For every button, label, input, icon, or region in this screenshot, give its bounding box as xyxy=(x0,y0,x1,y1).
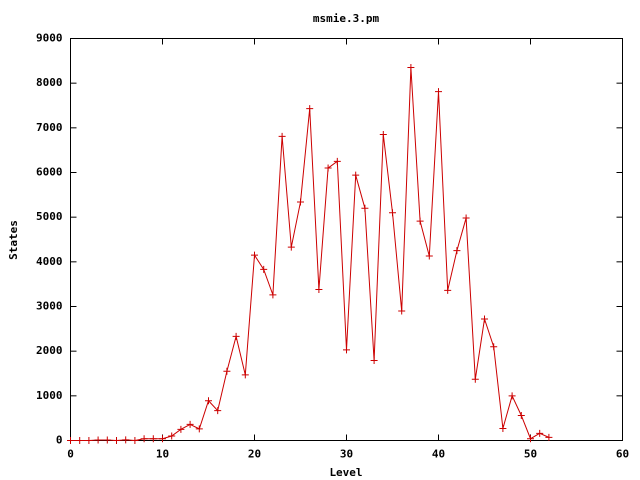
x-tick-label: 60 xyxy=(616,448,629,461)
point-marker xyxy=(471,375,479,383)
point-marker xyxy=(444,286,452,294)
point-marker xyxy=(425,252,433,260)
point-marker xyxy=(287,243,295,251)
point-marker xyxy=(545,433,553,441)
point-marker xyxy=(527,435,534,443)
point-marker xyxy=(370,357,378,365)
x-tick-label: 30 xyxy=(340,448,353,461)
point-marker xyxy=(416,217,424,225)
x-tick-label: 50 xyxy=(524,448,537,461)
x-tick-label: 0 xyxy=(67,448,74,461)
point-marker xyxy=(214,407,222,415)
point-marker xyxy=(67,437,74,444)
point-marker xyxy=(462,214,470,222)
plot-frame xyxy=(70,38,623,441)
point-marker xyxy=(168,432,176,440)
y-tick-label: 6000 xyxy=(36,166,63,179)
point-marker xyxy=(241,371,249,379)
point-marker xyxy=(435,88,442,96)
point-marker xyxy=(315,286,323,294)
point-marker xyxy=(85,437,93,444)
point-marker xyxy=(223,367,231,375)
y-tick-label: 4000 xyxy=(36,255,63,268)
point-marker xyxy=(278,132,286,140)
point-marker xyxy=(499,424,507,432)
point-marker xyxy=(379,131,387,139)
y-tick-label: 8000 xyxy=(36,76,63,89)
point-marker xyxy=(159,435,166,443)
point-marker xyxy=(269,291,277,299)
point-marker xyxy=(113,437,120,444)
point-marker xyxy=(205,397,212,405)
point-marker xyxy=(481,315,488,323)
point-marker xyxy=(361,204,369,212)
point-marker xyxy=(343,346,350,354)
point-marker xyxy=(389,209,396,217)
x-tick-label: 10 xyxy=(156,448,169,461)
point-marker xyxy=(508,392,516,400)
point-marker xyxy=(453,247,461,255)
point-marker xyxy=(352,171,360,179)
point-marker xyxy=(195,425,203,433)
chart-title: msmie.3.pm xyxy=(313,12,380,25)
x-axis-label: Level xyxy=(329,466,362,479)
point-marker xyxy=(407,64,415,72)
y-tick-label: 5000 xyxy=(36,210,63,223)
point-marker xyxy=(324,164,332,172)
point-marker xyxy=(232,332,240,340)
point-marker xyxy=(490,343,498,351)
point-marker xyxy=(122,436,130,444)
point-marker xyxy=(140,435,148,443)
point-marker xyxy=(94,436,102,444)
point-marker xyxy=(517,411,525,419)
point-marker xyxy=(251,251,258,259)
y-tick-label: 2000 xyxy=(36,344,63,357)
point-marker xyxy=(297,198,304,206)
y-tick-label: 3000 xyxy=(36,300,63,313)
y-axis-label: States xyxy=(7,220,20,260)
point-marker xyxy=(333,157,341,165)
point-marker xyxy=(131,437,139,444)
data-line xyxy=(70,67,550,442)
x-tick-label: 20 xyxy=(248,448,261,461)
point-marker xyxy=(177,425,185,433)
y-tick-label: 1000 xyxy=(36,389,63,402)
point-marker xyxy=(103,436,111,444)
x-tick-label: 40 xyxy=(432,448,445,461)
y-tick-label: 0 xyxy=(56,434,63,447)
point-marker xyxy=(149,435,157,443)
point-marker xyxy=(398,307,406,315)
point-marker xyxy=(186,420,194,428)
point-marker xyxy=(76,437,84,444)
point-marker xyxy=(306,105,314,113)
point-marker xyxy=(260,265,268,273)
point-marker xyxy=(536,429,544,437)
y-tick-label: 7000 xyxy=(36,121,63,134)
y-tick-label: 9000 xyxy=(36,32,63,45)
